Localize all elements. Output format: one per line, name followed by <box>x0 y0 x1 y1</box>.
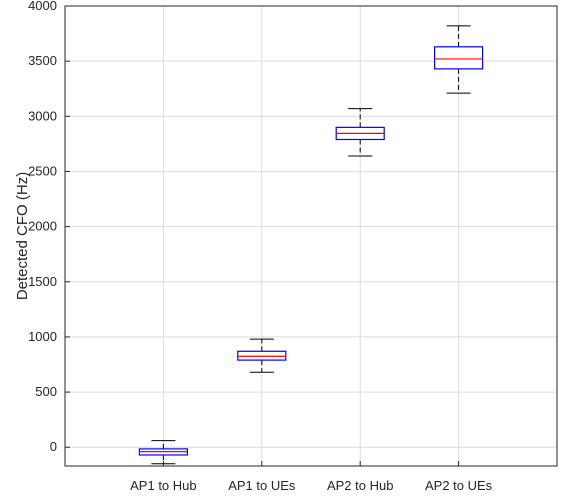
axes <box>64 5 558 467</box>
x-tick-label: AP2 to Hub <box>327 478 394 493</box>
x-tick-label: AP1 to Hub <box>130 478 197 493</box>
box-4 <box>434 25 484 94</box>
y-tick-label: 3500 <box>28 53 57 68</box>
y-tick-label: 3000 <box>28 108 57 123</box>
grid <box>65 5 557 466</box>
x-tick-label: AP1 to UEs <box>228 478 296 493</box>
y-tick-label: 2000 <box>28 219 57 234</box>
box-2 <box>237 338 287 373</box>
y-tick-label: 1000 <box>28 329 57 344</box>
y-tick-label: 500 <box>35 384 57 399</box>
y-tick-label: 0 <box>50 439 57 454</box>
y-axis-label: Detected CFO (Hz) <box>14 172 31 300</box>
boxes <box>138 25 484 465</box>
plot-area-frame <box>64 5 558 467</box>
box-1 <box>138 440 188 465</box>
y-tick-label: 4000 <box>28 0 57 13</box>
x-tick-labels: AP1 to Hub AP1 to UEs AP2 to Hub AP2 to UEs <box>130 478 493 493</box>
box-3 <box>335 108 385 157</box>
y-tick-label: 2500 <box>28 163 57 178</box>
y-tick-label: 1500 <box>28 274 57 289</box>
iqr-box <box>434 46 484 70</box>
y-tick-labels: 0 500 1000 1500 2000 2500 3000 3500 4000 <box>28 0 57 454</box>
x-tick-label: AP2 to UEs <box>425 478 493 493</box>
